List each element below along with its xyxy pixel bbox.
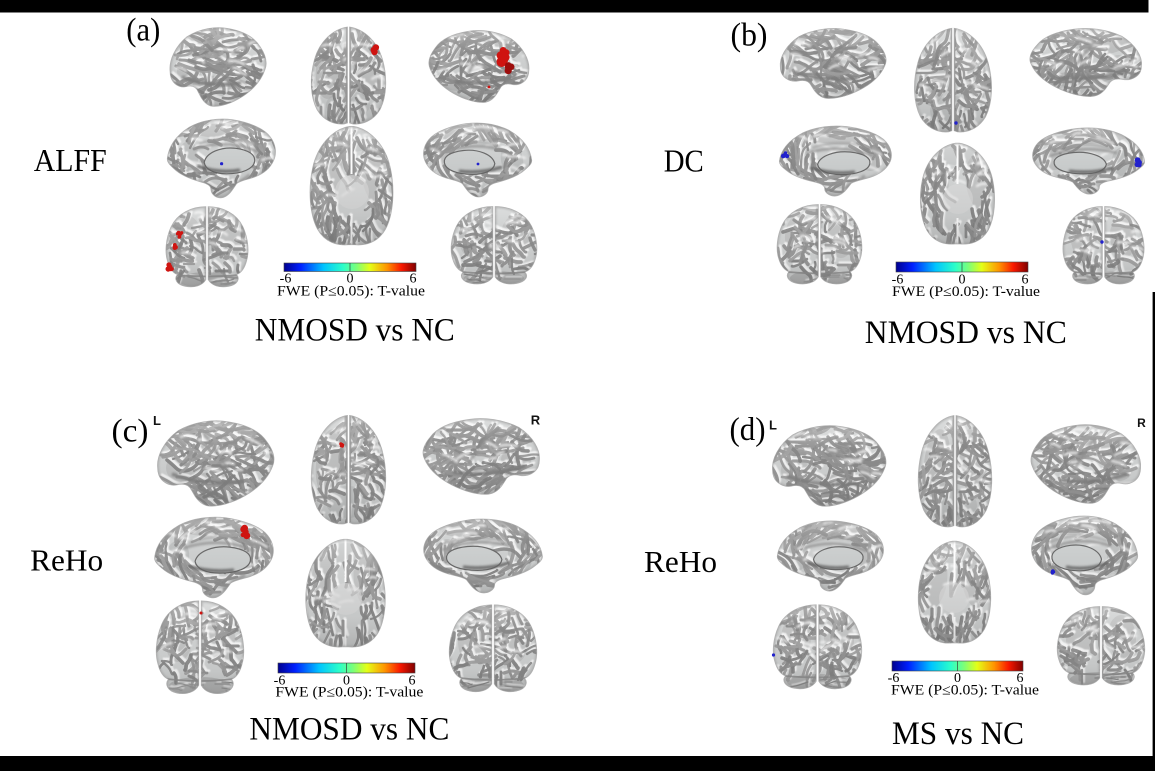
svg-text:0: 0 (347, 271, 354, 286)
svg-text:MS vs NC: MS vs NC (892, 716, 1024, 752)
svg-text:-6: -6 (280, 271, 292, 286)
svg-text:0: 0 (343, 673, 350, 688)
svg-text:6: 6 (410, 271, 417, 286)
svg-text:(a): (a) (126, 12, 160, 48)
svg-text:6: 6 (409, 673, 416, 688)
svg-text:0: 0 (954, 671, 961, 686)
svg-text:FWE (P≤0.05): T-value: FWE (P≤0.05): T-value (277, 284, 425, 300)
svg-text:-6: -6 (888, 671, 900, 686)
svg-text:-6: -6 (892, 273, 904, 288)
svg-text:FWE (P≤0.05): T-value: FWE (P≤0.05): T-value (892, 284, 1040, 300)
svg-text:L: L (153, 413, 161, 428)
svg-text:NMOSD vs NC: NMOSD vs NC (255, 313, 455, 349)
svg-text:NMOSD vs NC: NMOSD vs NC (865, 315, 1067, 351)
svg-text:DC: DC (664, 142, 704, 178)
svg-text:FWE (P≤0.05): T-value: FWE (P≤0.05): T-value (275, 684, 423, 700)
svg-text:ALFF: ALFF (34, 142, 107, 178)
svg-text:ReHo: ReHo (644, 544, 717, 579)
svg-text:(d): (d) (730, 412, 766, 448)
svg-text:NMOSD vs NC: NMOSD vs NC (249, 712, 449, 748)
svg-text:0: 0 (959, 273, 966, 288)
svg-text:6: 6 (1017, 671, 1024, 686)
svg-text:L: L (769, 418, 777, 433)
svg-text:-6: -6 (274, 673, 286, 688)
svg-text:ReHo: ReHo (30, 543, 103, 578)
svg-text:FWE (P≤0.05): T-value: FWE (P≤0.05): T-value (891, 683, 1039, 699)
svg-text:(b): (b) (731, 17, 768, 53)
svg-text:(c): (c) (112, 413, 149, 449)
svg-text:R: R (531, 413, 541, 428)
svg-text:R: R (1137, 416, 1146, 430)
svg-text:6: 6 (1022, 273, 1029, 288)
